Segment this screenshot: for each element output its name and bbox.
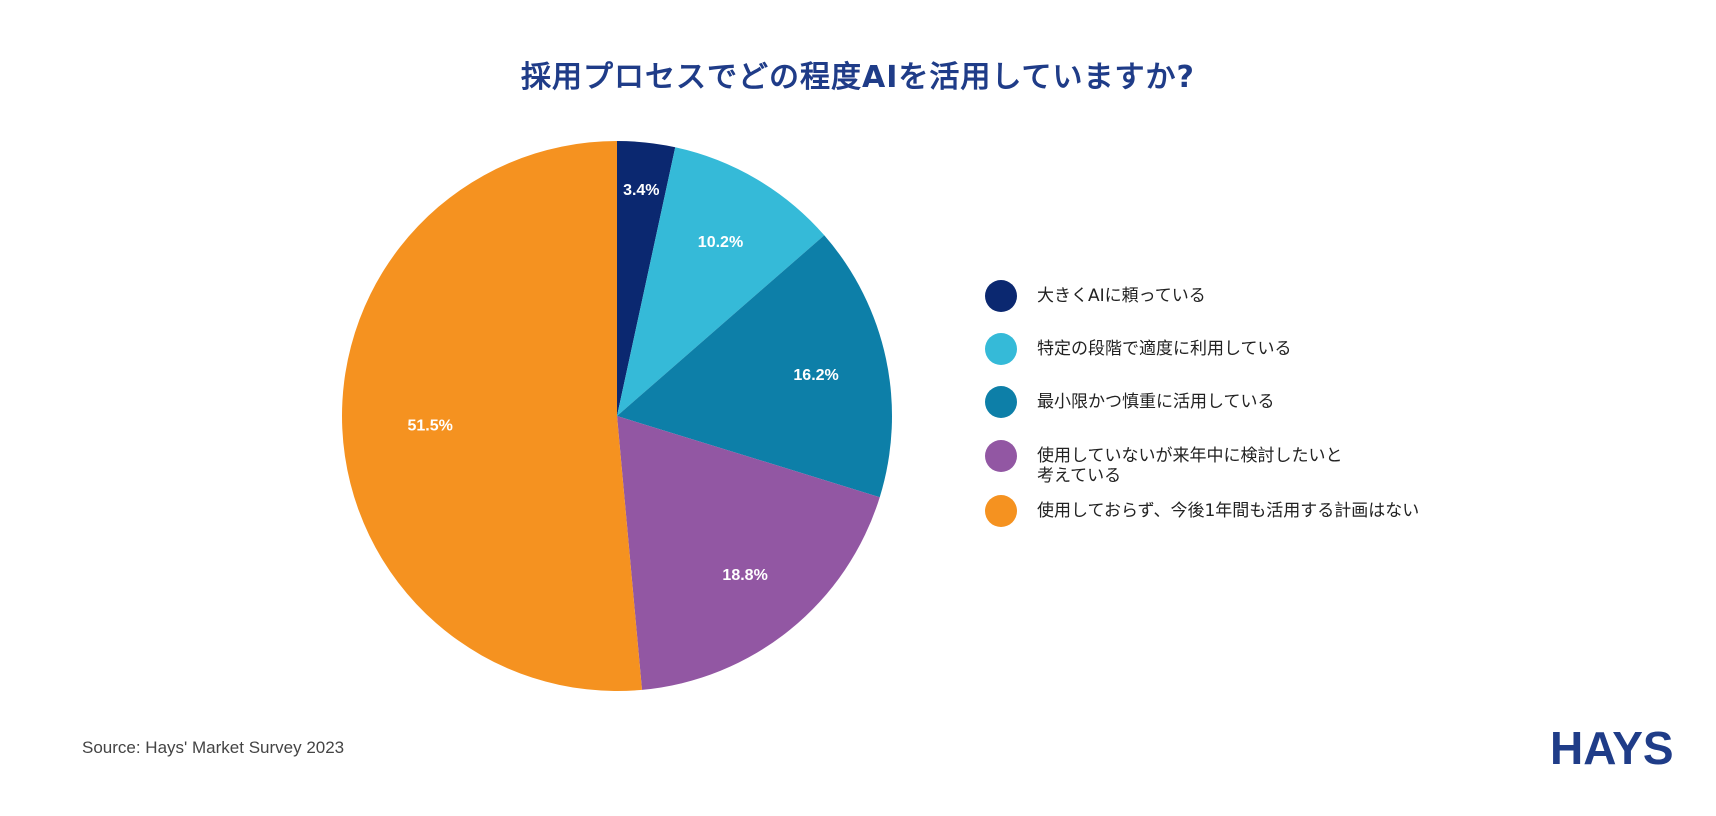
slice-label-0: 3.4%: [623, 182, 659, 199]
legend-swatch-2: [985, 386, 1017, 418]
source-note: Source: Hays' Market Survey 2023: [82, 738, 345, 757]
hays-logo: HAYS: [1550, 722, 1674, 770]
legend-label-2: 最小限かつ慎重に活用している: [1037, 392, 1275, 412]
legend-swatch-4: [985, 495, 1017, 527]
chart-title: 採用プロセスでどの程度AIを活用していますか?: [521, 60, 1195, 95]
legend-swatch-3: [985, 440, 1017, 472]
pie-slice-3: [617, 416, 880, 690]
slice-label-3: 18.8%: [722, 567, 767, 584]
legend-label-3: 使用していないが来年中に検討したいと 考えている: [1037, 446, 1343, 486]
pie-slice-2: [617, 235, 892, 498]
logo-text: HAYS: [1550, 722, 1674, 770]
legend-swatch-0: [985, 280, 1017, 312]
legend-item-2: 最小限かつ慎重に活用している: [985, 386, 1275, 418]
legend-item-4: 使用しておらず、今後1年間も活用する計画はない: [985, 495, 1419, 527]
legend-item-1: 特定の段階で適度に利用している: [985, 333, 1292, 365]
slice-label-4: 51.5%: [408, 418, 453, 435]
legend-swatch-1: [985, 333, 1017, 365]
pie-slice-4: [342, 141, 642, 691]
legend-label-1: 特定の段階で適度に利用している: [1037, 339, 1292, 359]
legend-label-4: 使用しておらず、今後1年間も活用する計画はない: [1037, 501, 1420, 521]
pie-slice-1: [617, 147, 825, 416]
legend-label-0: 大きくAIに頼っている: [1037, 286, 1206, 306]
slice-label-2: 16.2%: [793, 367, 838, 384]
slice-label-1: 10.2%: [698, 234, 743, 251]
legend-item-0: 大きくAIに頼っている: [985, 280, 1206, 312]
pie-slice-0: [617, 141, 676, 416]
legend-item-3: 使用していないが来年中に検討したいと 考えている: [985, 440, 1343, 486]
